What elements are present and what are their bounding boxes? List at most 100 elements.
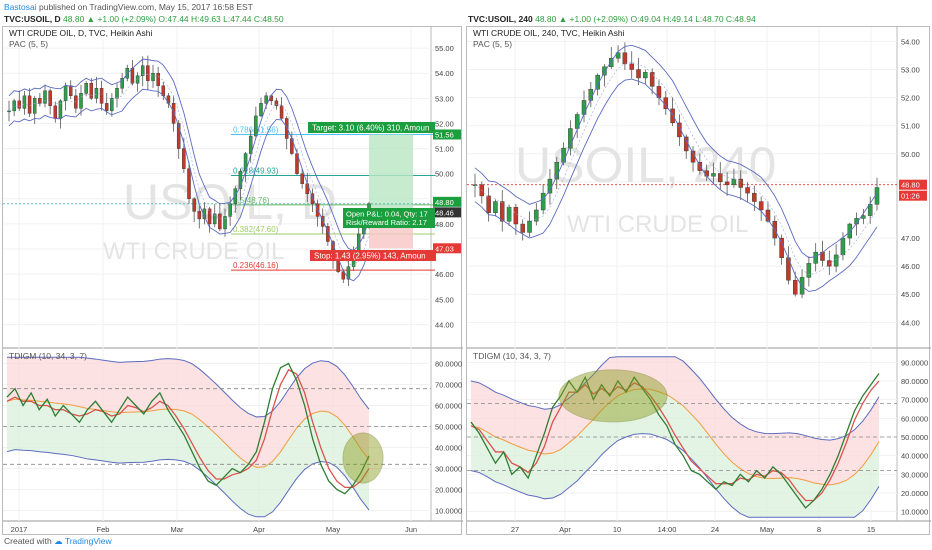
- time-tick-label: Apr: [559, 525, 571, 534]
- candle-body: [104, 103, 109, 112]
- time-tick-label: 24: [711, 525, 719, 534]
- candle-body: [48, 90, 52, 107]
- band-upper-fill: [471, 356, 879, 485]
- fib-level-label: 0.236(46.16): [233, 261, 279, 270]
- candle-body: [305, 183, 310, 194]
- price-tick-label: 50.00: [901, 150, 920, 159]
- tradingview-link[interactable]: TradingView: [64, 536, 112, 546]
- indicator-tick-label: 10.0000: [901, 508, 928, 517]
- right-chart-title: WTI CRUDE OIL, 240, TVC, Heikin Ashi: [473, 28, 625, 38]
- time-tick-label: May: [760, 525, 774, 534]
- candle-body: [779, 237, 784, 258]
- candle-body: [513, 206, 519, 225]
- price-tick-label: 44.00: [435, 320, 454, 329]
- footer: Created with ☁ TradingView: [4, 536, 112, 547]
- candle-body: [758, 201, 764, 211]
- candle-body: [218, 213, 222, 230]
- candle-body: [320, 216, 325, 227]
- candle-body: [274, 100, 279, 107]
- left-chart-title: WTI CRUDE OIL, D, TVC, Heikin Ashi: [9, 28, 153, 38]
- candle-body: [711, 173, 716, 177]
- fib-level-label: 0.5(48.76): [233, 196, 270, 205]
- target-zone: [369, 134, 413, 213]
- publish-info: Bastosai published on TradingView.com, M…: [4, 2, 253, 12]
- left-open-pl-box[interactable]: Open P&L: 0.04, Qty: 17 Risk/Reward Rati…: [343, 208, 435, 228]
- candle-body: [63, 85, 68, 102]
- candle-body: [506, 206, 512, 222]
- right-tdigm-label: TDIGM (10, 34, 3, 7): [473, 351, 551, 361]
- right-tdigm-indicator: [467, 356, 897, 518]
- price-tag-label: 48.80: [435, 198, 454, 207]
- time-tick-label: Feb: [97, 525, 110, 534]
- rsi-line: [470, 373, 880, 509]
- candle-body: [833, 254, 839, 267]
- candle-body: [738, 178, 743, 188]
- candle-body: [151, 72, 155, 81]
- candle-body: [649, 72, 655, 87]
- candle-body: [867, 204, 873, 216]
- price-tag: [433, 196, 461, 207]
- fib-level-label: 0.618(49.93): [233, 166, 279, 175]
- left-watermark-small: WTI CRUDE OIL: [103, 238, 284, 265]
- candle-body: [182, 148, 186, 169]
- right-chart-panel[interactable]: USOIL, 240 WTI CRUDE OIL 54.00 53.00 52.00…: [466, 26, 931, 536]
- left-chart-panel[interactable]: USOIL, D WTI CRUDE OIL 0.786(51.56)0.618…: [2, 26, 463, 536]
- candle-body: [595, 74, 600, 90]
- left-symbol[interactable]: TVC:USOIL, D: [4, 14, 61, 24]
- candle-body: [279, 105, 284, 119]
- indicator-tick-label: 20.0000: [435, 486, 462, 495]
- candle-body: [731, 178, 737, 185]
- price-tag: [899, 190, 927, 201]
- candle-body: [615, 52, 621, 59]
- rr-label: Risk/Reward Ratio: 2.17: [346, 218, 427, 227]
- time-tick-label: May: [326, 525, 340, 534]
- candle-body: [561, 147, 566, 163]
- candle-body: [486, 195, 491, 213]
- author-link[interactable]: Bastosai: [4, 2, 37, 12]
- candle-body: [120, 78, 124, 89]
- time-tick-label: Mar: [171, 525, 184, 534]
- right-watermark-small: WTI CRUDE OIL: [567, 211, 748, 238]
- candle-body: [212, 213, 217, 225]
- left-chart-svg[interactable]: USOIL, D WTI CRUDE OIL 0.786(51.56)0.618…: [3, 27, 463, 536]
- time-tick-label: 2017: [11, 525, 28, 534]
- candle-body: [130, 67, 135, 84]
- created-with: Created with: [4, 536, 52, 546]
- indicator-tick-label: 50.0000: [901, 433, 928, 442]
- price-tick-label: 52.00: [435, 119, 454, 128]
- band-lower-line: [6, 449, 370, 518]
- indicator-tick-label: 10.0000: [435, 507, 462, 516]
- candle-body: [17, 100, 22, 109]
- indicator-tick-label: 80.0000: [901, 377, 928, 386]
- candle-body: [259, 103, 263, 117]
- candle-body: [264, 95, 268, 104]
- candle-body: [228, 203, 232, 217]
- price-tick-label: 44.00: [901, 318, 920, 327]
- indicator-tick-label: 60.0000: [901, 414, 928, 423]
- indicator-tick-label: 80.0000: [435, 360, 462, 369]
- candle-body: [254, 115, 258, 137]
- price-tag-label: 47.03: [435, 244, 454, 253]
- open-pl-label: Open P&L: 0.04, Qty: 17: [346, 210, 428, 219]
- highlight-ellipse: [558, 369, 668, 423]
- band-mid-line: [470, 388, 880, 486]
- right-chart-svg[interactable]: USOIL, 240 WTI CRUDE OIL 54.00 53.00 52.00…: [467, 27, 931, 536]
- candle-body: [847, 223, 852, 239]
- left-price-axis: 55.0054.0053.0052.0051.0050.0049.0048.00…: [433, 44, 462, 516]
- left-symbol-header: TVC:USOIL, D 48.80 ▲ +1.00 (+2.09%) O:47…: [4, 14, 284, 24]
- price-tick-label: 46.00: [901, 262, 920, 271]
- candle-body: [192, 198, 196, 212]
- price-tag-label: 48.80: [901, 181, 920, 190]
- price-tick-label: 45.00: [435, 295, 454, 304]
- right-symbol[interactable]: TVC:USOIL, 240: [468, 14, 533, 24]
- price-tick-label: 54.00: [901, 37, 920, 46]
- price-tick-label: 47.00: [901, 234, 920, 243]
- price-tick-label: 45.00: [901, 290, 920, 299]
- left-target-box[interactable]: Target: 3.10 (6.40%) 310, Amoun: [308, 122, 435, 133]
- price-tag-label: 48.46: [435, 208, 454, 217]
- candle-body: [554, 162, 560, 180]
- left-stop-box[interactable]: Stop: 1.43 (2.95%) 143, Amoun: [310, 250, 436, 261]
- candle-body: [643, 72, 648, 79]
- candle-body: [248, 135, 253, 154]
- candle-body: [718, 173, 723, 183]
